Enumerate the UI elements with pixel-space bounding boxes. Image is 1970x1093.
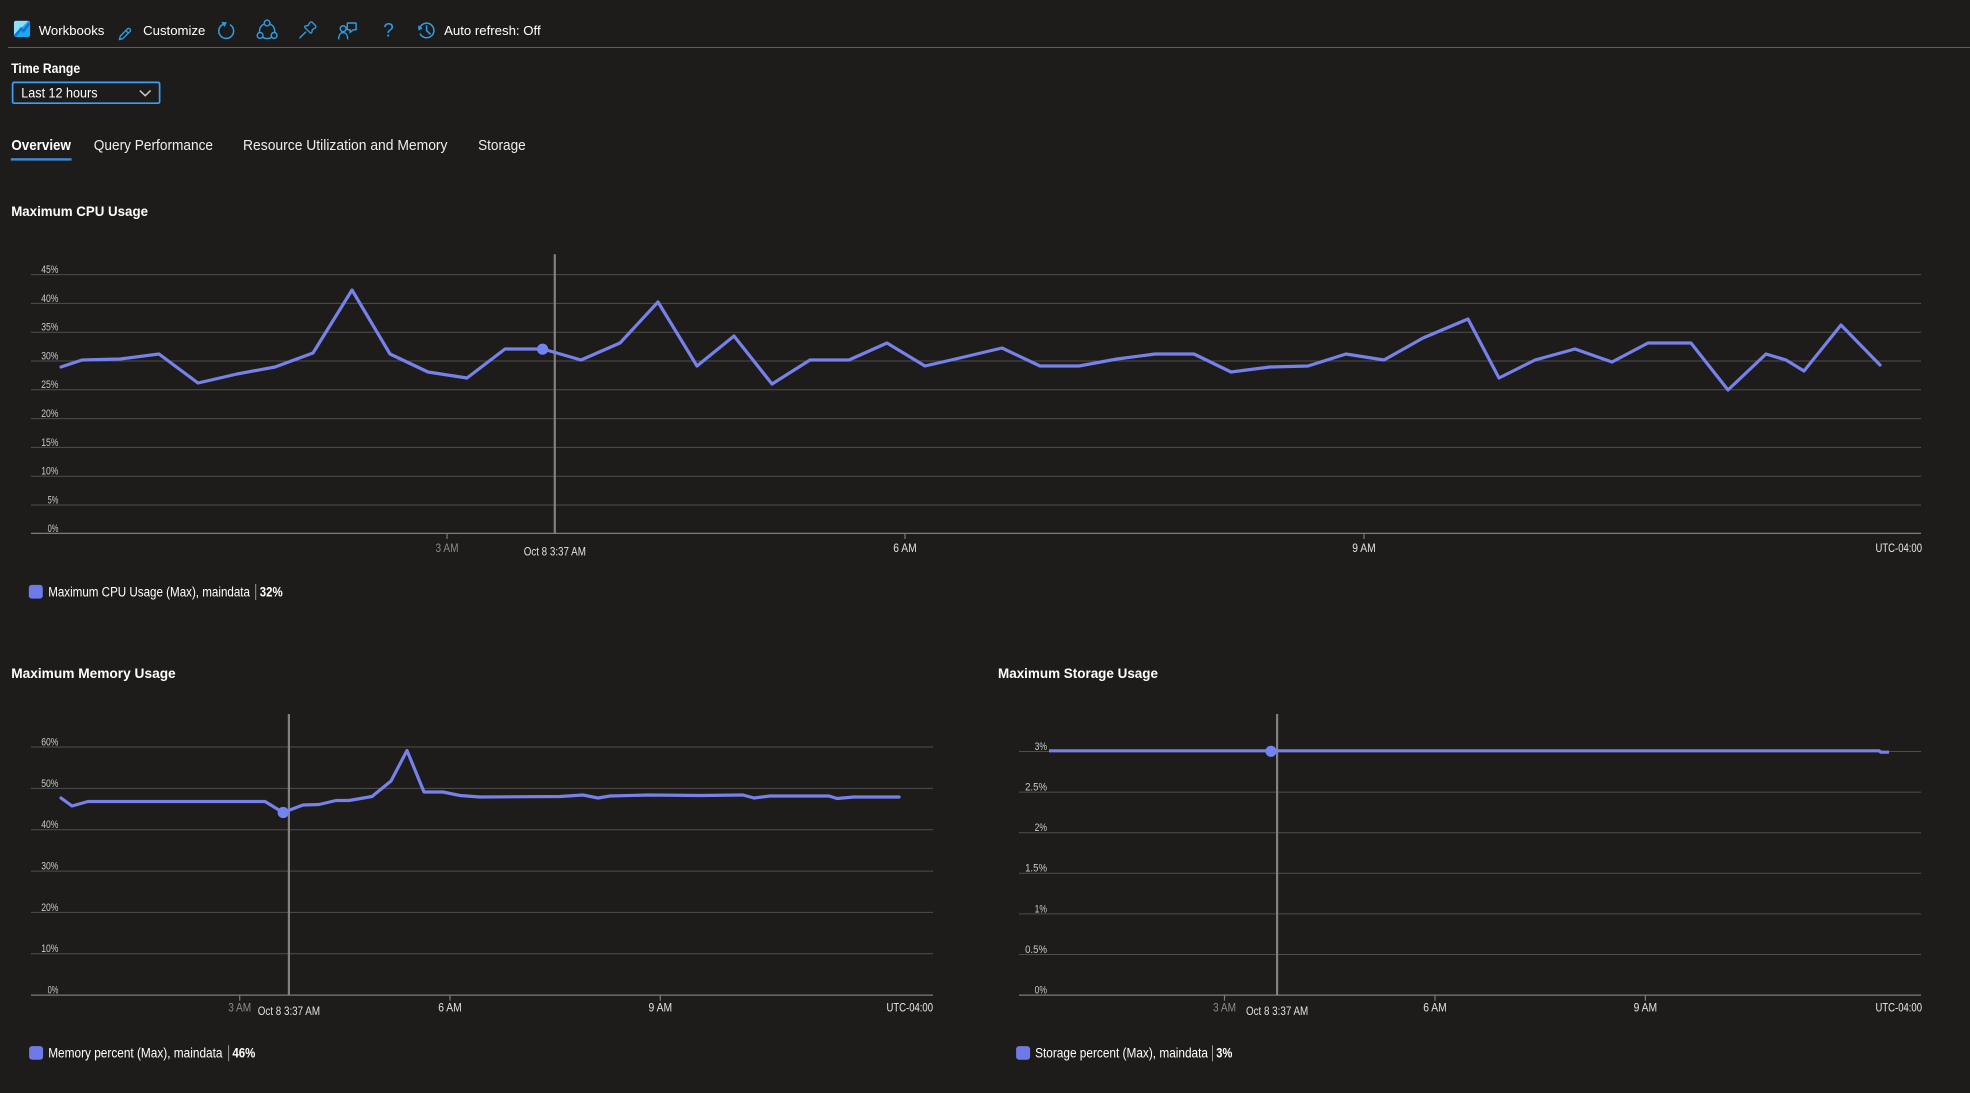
svg-text:20%: 20%	[41, 902, 58, 914]
svg-text:3 AM: 3 AM	[228, 1000, 251, 1014]
svg-text:2%: 2%	[1035, 822, 1048, 834]
svg-text:45%: 45%	[41, 264, 58, 276]
svg-text:3%: 3%	[1035, 741, 1048, 753]
svg-text:10%: 10%	[41, 943, 58, 955]
svg-text:Query Performance: Query Performance	[94, 138, 213, 154]
svg-text:9 AM: 9 AM	[649, 1000, 673, 1014]
svg-text:3 AM: 3 AM	[436, 541, 459, 555]
svg-text:?: ?	[383, 21, 394, 42]
svg-text:UTC-04:00: UTC-04:00	[1876, 1000, 1923, 1014]
svg-text:UTC-04:00: UTC-04:00	[887, 1000, 934, 1014]
svg-text:Storage percent (Max), maindat: Storage percent (Max), maindata	[1035, 1046, 1208, 1061]
svg-text:Maximum Memory Usage: Maximum Memory Usage	[11, 666, 176, 681]
svg-text:Workbooks: Workbooks	[39, 23, 105, 38]
svg-text:Storage: Storage	[478, 138, 526, 154]
svg-text:32%: 32%	[260, 585, 283, 600]
svg-text:Maximum CPU Usage: Maximum CPU Usage	[11, 204, 148, 219]
svg-text:20%: 20%	[41, 408, 58, 420]
svg-text:Oct 8 3:37 AM: Oct 8 3:37 AM	[524, 545, 586, 559]
svg-text:UTC-04:00: UTC-04:00	[1876, 541, 1923, 555]
svg-text:6 AM: 6 AM	[438, 1000, 462, 1014]
svg-text:5%: 5%	[48, 494, 59, 506]
svg-text:Memory percent (Max), maindata: Memory percent (Max), maindata	[48, 1046, 223, 1061]
svg-text:0%: 0%	[48, 985, 59, 997]
svg-text:10%: 10%	[41, 466, 58, 478]
svg-text:60%: 60%	[41, 736, 58, 748]
svg-text:15%: 15%	[41, 437, 58, 449]
svg-text:40%: 40%	[41, 819, 58, 831]
svg-text:46%: 46%	[232, 1046, 255, 1061]
svg-text:Last 12 hours: Last 12 hours	[21, 86, 97, 101]
svg-text:30%: 30%	[41, 861, 58, 873]
svg-text:35%: 35%	[41, 322, 58, 334]
svg-text:9 AM: 9 AM	[1352, 541, 1376, 555]
svg-text:0.5%: 0.5%	[1025, 944, 1047, 956]
svg-text:0%: 0%	[1035, 985, 1048, 997]
svg-text:2.5%: 2.5%	[1025, 782, 1047, 794]
svg-text:30%: 30%	[41, 350, 58, 362]
svg-text:0%: 0%	[48, 523, 59, 535]
svg-text:3 AM: 3 AM	[1213, 1000, 1236, 1014]
svg-text:Oct 8 3:37 AM: Oct 8 3:37 AM	[1246, 1004, 1308, 1018]
svg-text:3%: 3%	[1216, 1046, 1232, 1061]
svg-text:Auto refresh: Off: Auto refresh: Off	[444, 23, 541, 38]
svg-text:Time Range: Time Range	[11, 61, 80, 76]
svg-text:Maximum CPU Usage (Max), maind: Maximum CPU Usage (Max), maindata	[48, 585, 250, 600]
svg-text:Oct 8 3:37 AM: Oct 8 3:37 AM	[258, 1004, 320, 1018]
svg-text:6 AM: 6 AM	[893, 541, 917, 555]
svg-text:25%: 25%	[41, 379, 58, 391]
svg-text:Overview: Overview	[11, 138, 71, 154]
svg-text:1%: 1%	[1035, 903, 1048, 915]
svg-text:1.5%: 1.5%	[1025, 863, 1047, 875]
svg-text:Resource Utilization and Memor: Resource Utilization and Memory	[243, 138, 448, 154]
svg-text:6 AM: 6 AM	[1423, 1000, 1447, 1014]
svg-text:9 AM: 9 AM	[1634, 1000, 1658, 1014]
svg-text:Customize: Customize	[143, 23, 205, 38]
svg-text:40%: 40%	[41, 293, 58, 305]
svg-text:Maximum Storage Usage: Maximum Storage Usage	[998, 666, 1158, 681]
svg-text:50%: 50%	[41, 778, 58, 790]
